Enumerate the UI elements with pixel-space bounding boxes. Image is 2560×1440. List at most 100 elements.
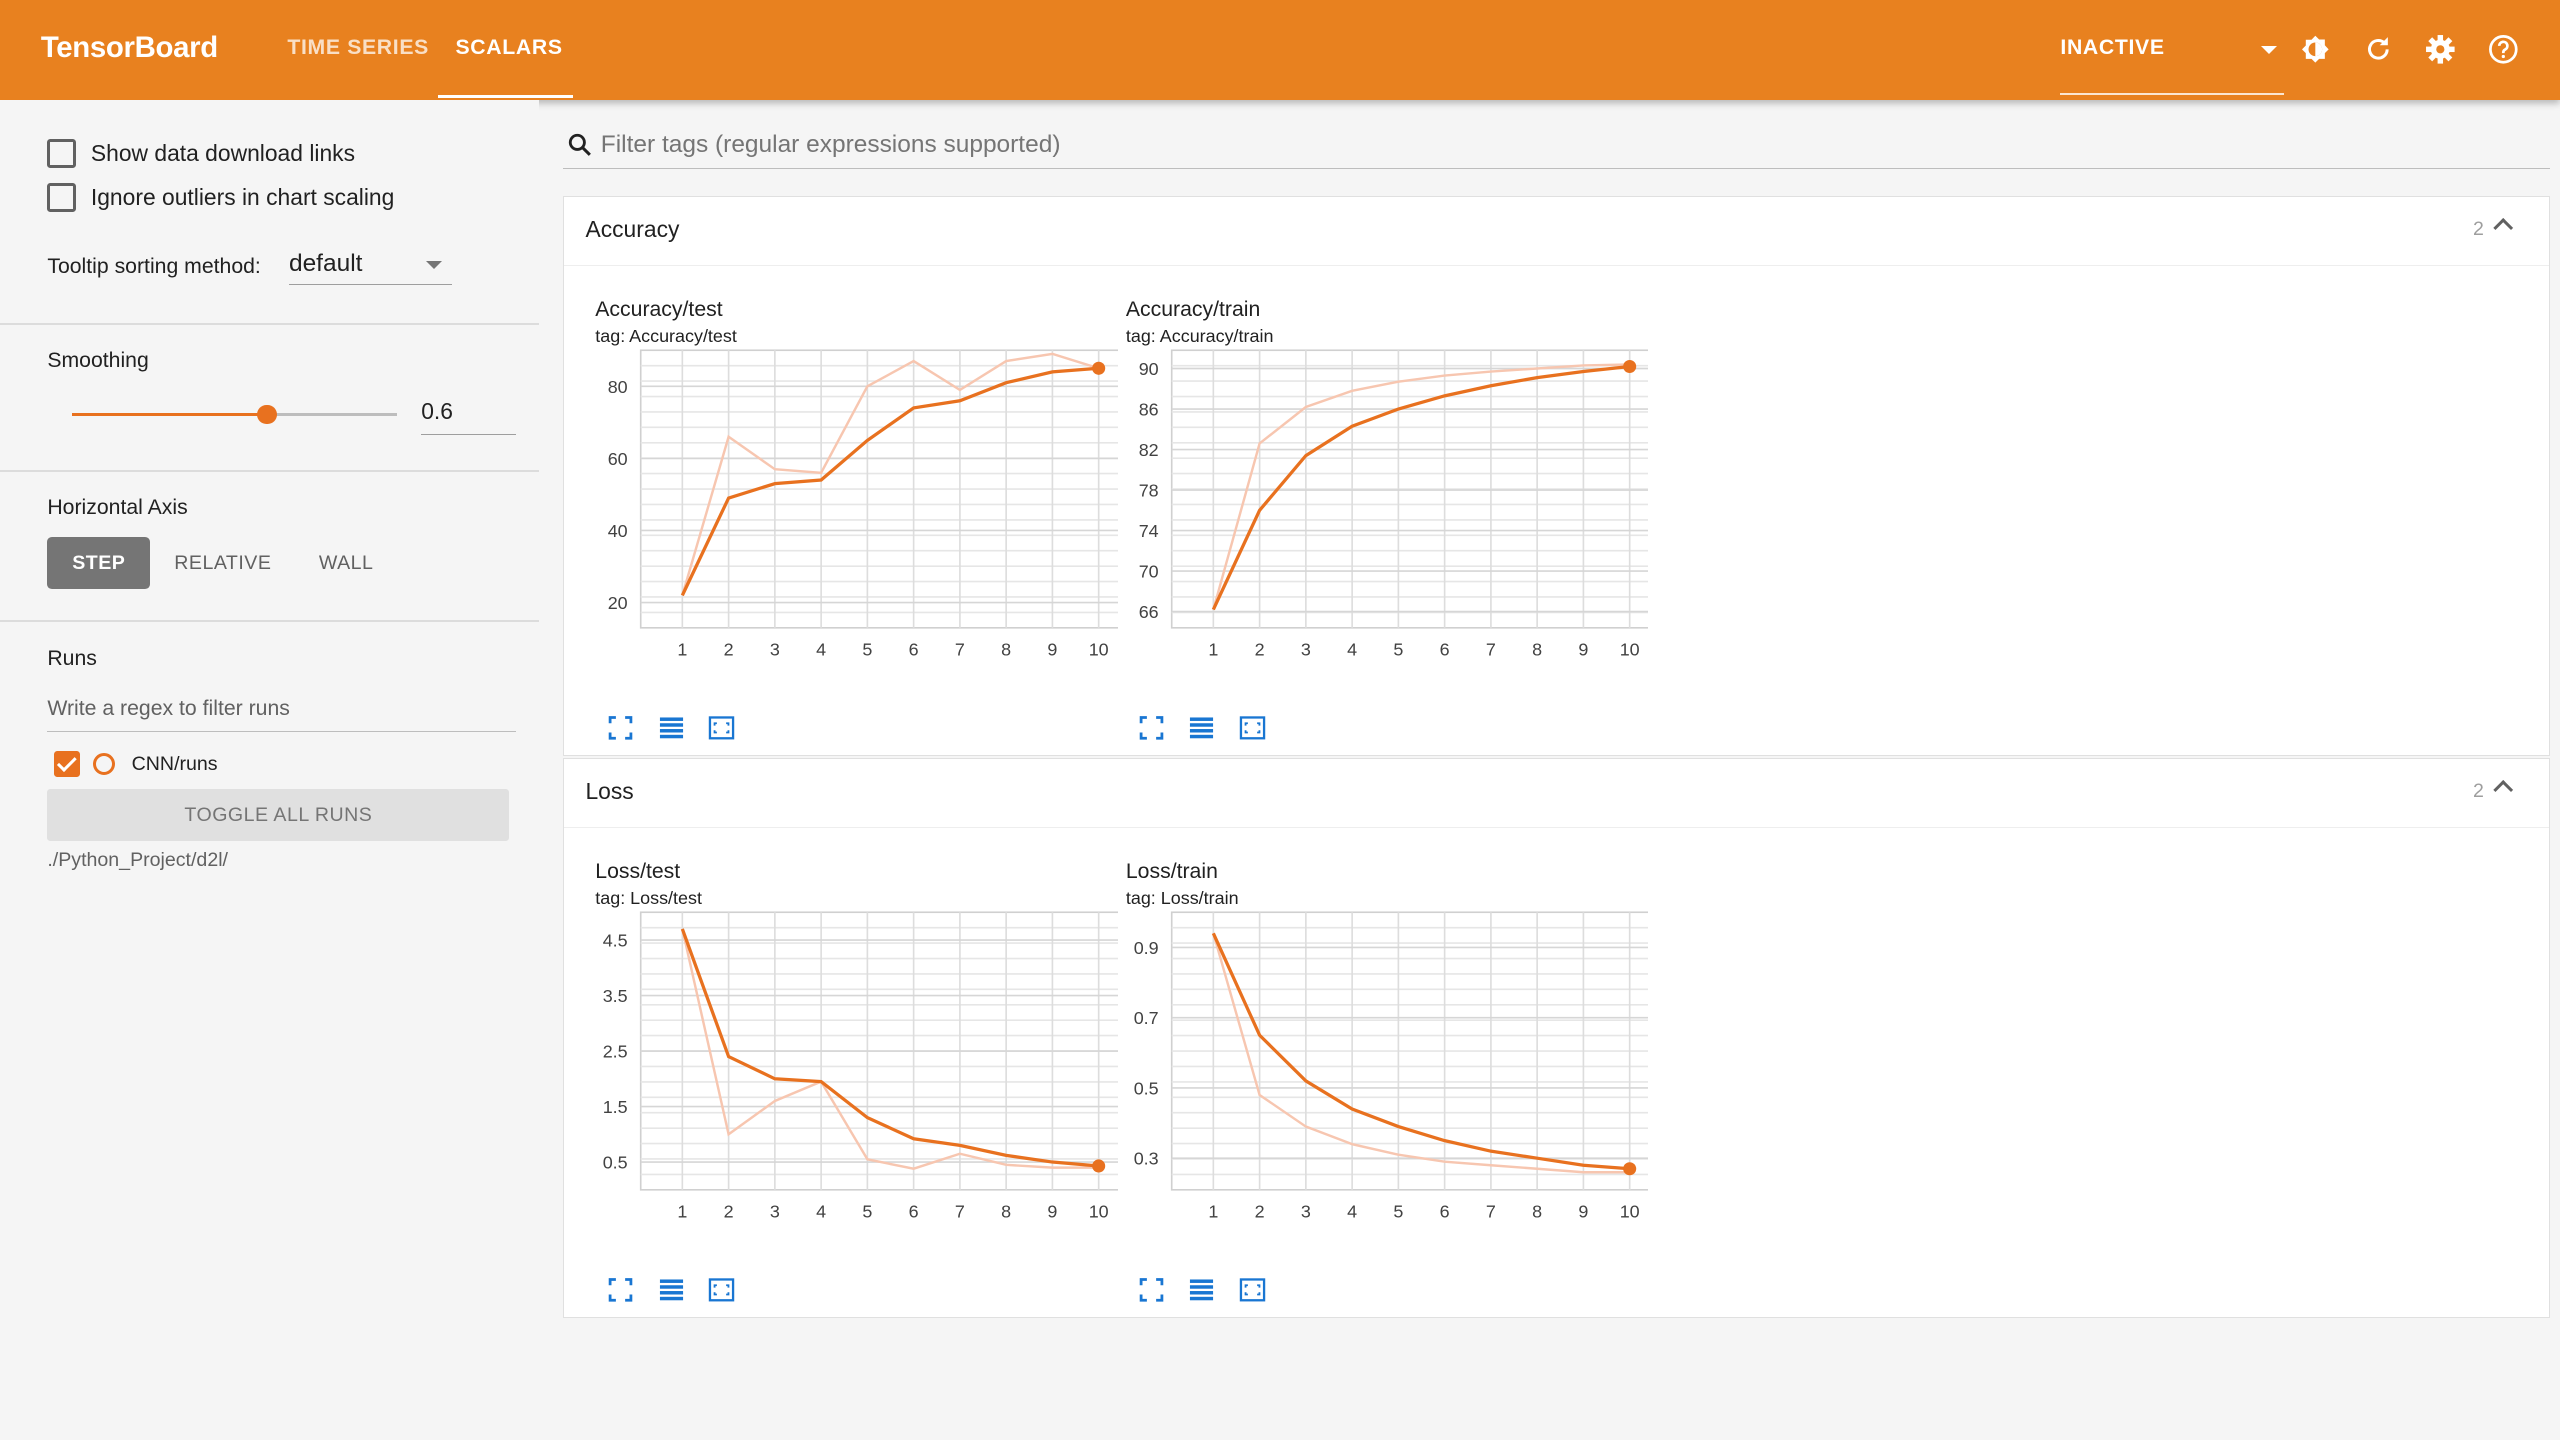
axis-relative-button[interactable]: RELATIVE [174,552,272,575]
x-tick-label: 1 [678,1201,688,1221]
y-tick-label: 0.5 [603,1152,628,1172]
category-header[interactable]: Accuracy 2 [564,197,2550,267]
chart-card: Loss/test tag: Loss/test 1 2 3 4 5 6 7 8 9 10 0.5 1… [595,860,1118,1304]
fit-domain-icon[interactable] [1237,1276,1268,1304]
divider [0,620,539,623]
run-item[interactable]: CNN/runs [53,751,218,778]
x-tick-label: 3 [1301,1201,1311,1221]
tab-time-series[interactable]: TIME SERIES [287,35,429,59]
chart-tag: tag: Accuracy/test [595,325,737,346]
raw-series-line [1212,932,1630,1174]
fullscreen-icon[interactable] [605,1276,636,1304]
y-tick-label: 82 [1139,440,1159,460]
reload-icon[interactable] [2362,33,2395,66]
smoothing-slider-thumb[interactable] [256,404,277,425]
fullscreen-icon[interactable] [1136,714,1167,742]
category-header[interactable]: Loss 2 [564,759,2550,829]
fit-domain-icon[interactable] [1237,714,1268,742]
toggle-all-runs-button[interactable]: TOGGLE ALL RUNS [47,788,510,841]
fit-domain-icon[interactable] [706,714,737,742]
y-tick-label: 0.9 [1134,938,1159,958]
x-tick-label: 3 [770,640,780,660]
chevron-up-icon[interactable] [2492,780,2513,801]
y-tick-label: 78 [1139,481,1159,501]
x-tick-label: 1 [1208,640,1218,660]
x-tick-label: 5 [863,640,873,660]
chart-tag: tag: Loss/train [1125,887,1239,908]
help-icon[interactable] [2487,33,2520,66]
chevron-down-icon[interactable] [2261,45,2278,54]
plot-frame [640,911,1118,1191]
x-tick-label: 9 [1048,640,1058,660]
checkbox-box[interactable] [47,182,77,212]
y-tick-label: 0.7 [1134,1008,1159,1028]
x-tick-label: 6 [1440,1201,1450,1221]
theme-toggle-icon[interactable] [2299,33,2332,66]
smoothing-value-input[interactable]: 0.6 [421,398,516,435]
x-tick-label: 4 [1347,1201,1357,1221]
axis-wall-button[interactable]: WALL [318,552,374,575]
tab-scalars[interactable]: SCALARS [455,35,563,59]
raw-series-line [681,928,1099,1170]
settings-icon[interactable] [2424,33,2457,66]
chevron-up-icon[interactable] [2492,218,2513,239]
x-tick-label: 2 [1254,1201,1264,1221]
x-tick-label: 1 [678,640,688,660]
tooltip-sorting-label: Tooltip sorting method: [47,254,261,278]
run-color-swatch[interactable] [93,752,116,776]
plugin-select-value: INACTIVE [2060,35,2165,59]
x-tick-label: 8 [1532,1201,1542,1221]
x-tick-label: 5 [1393,640,1403,660]
line-chart[interactable]: 1 2 3 4 5 6 7 8 9 10 20 40 60 80 [595,347,1118,706]
category-title: Accuracy [585,216,680,243]
run-name: CNN/runs [131,752,218,775]
run-checkbox[interactable] [53,751,80,778]
chevron-down-icon [426,261,443,270]
log-scale-icon[interactable] [1186,1276,1217,1304]
x-tick-label: 8 [1532,640,1542,660]
x-tick-label: 3 [1301,640,1311,660]
divider [0,470,539,472]
x-tick-label: 4 [816,640,826,660]
tag-filter[interactable]: Filter tags (regular expressions support… [563,124,2551,170]
y-tick-label: 74 [1139,521,1159,541]
log-scale-icon[interactable] [656,714,687,742]
line-chart[interactable]: 1 2 3 4 5 6 7 8 9 10 0.5 1.5 2.5 3.5 4.5 [595,909,1118,1268]
chart-title: Accuracy/test [595,298,723,322]
tooltip-sorting-select[interactable]: default [288,250,453,286]
y-tick-label: 0.5 [1134,1078,1159,1098]
divider [0,323,539,325]
category-card-accuracy: Accuracy 2 Accuracy/test tag: Accuracy/t… [563,195,2551,756]
ignore-outliers-checkbox[interactable]: Ignore outliers in chart scaling [47,182,394,212]
category-count: 2 [2472,779,2484,802]
last-point-marker [1092,1159,1106,1173]
line-chart[interactable]: 1 2 3 4 5 6 7 8 9 10 0.3 0.5 0.7 0.9 [1126,909,1649,1268]
fullscreen-icon[interactable] [1136,1276,1167,1304]
last-point-marker [1623,1161,1637,1176]
horizontal-axis-label: Horizontal Axis [47,496,188,520]
axis-step-button[interactable]: STEP [47,537,151,590]
x-tick-label: 10 [1089,1201,1109,1221]
fullscreen-icon[interactable] [605,714,636,742]
category-title: Loss [585,778,634,805]
y-tick-label: 86 [1139,400,1159,420]
runs-filter-input[interactable]: Write a regex to filter runs [47,697,516,732]
smoothed-series-line [681,366,1100,597]
x-tick-label: 1 [1208,1201,1218,1221]
show-download-links-checkbox[interactable]: Show data download links [47,138,355,168]
tag-filter-input[interactable]: Filter tags (regular expressions support… [600,130,1061,158]
plugin-select[interactable]: INACTIVE [2060,36,2284,60]
x-tick-label: 9 [1048,1201,1058,1221]
category-count: 2 [2472,218,2484,241]
y-tick-label: 0.3 [1134,1148,1159,1168]
smoothing-slider[interactable] [71,404,397,425]
y-tick-label: 2.5 [603,1041,628,1061]
raw-series-line [1212,363,1630,611]
chart-title: Loss/train [1125,859,1218,883]
runs-label: Runs [47,646,97,670]
log-scale-icon[interactable] [656,1276,687,1304]
checkbox-box[interactable] [47,138,77,168]
fit-domain-icon[interactable] [706,1276,737,1304]
log-scale-icon[interactable] [1186,714,1217,742]
